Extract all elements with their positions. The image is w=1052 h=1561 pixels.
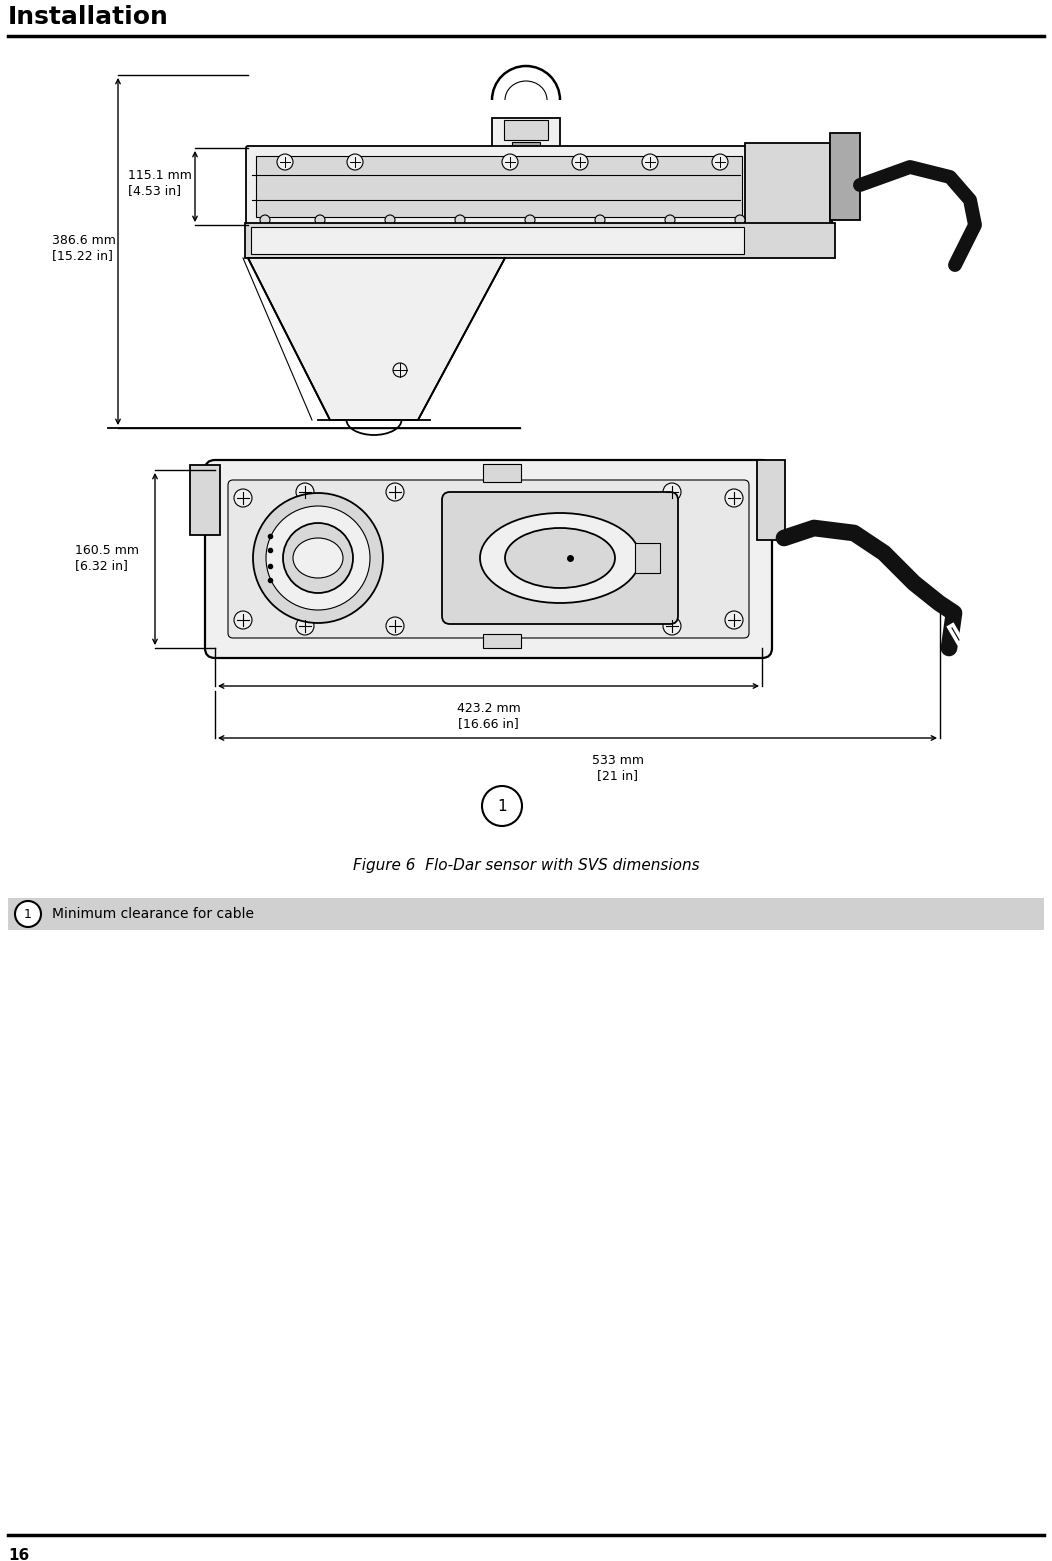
Circle shape xyxy=(456,215,465,225)
Circle shape xyxy=(665,215,675,225)
Text: Minimum clearance for cable: Minimum clearance for cable xyxy=(52,907,254,921)
Text: 115.1 mm
[4.53 in]: 115.1 mm [4.53 in] xyxy=(128,169,191,197)
Circle shape xyxy=(385,215,394,225)
Circle shape xyxy=(572,155,588,170)
Circle shape xyxy=(296,482,313,501)
Text: 16: 16 xyxy=(8,1549,29,1561)
Text: 160.5 mm
[6.32 in]: 160.5 mm [6.32 in] xyxy=(75,543,139,571)
Circle shape xyxy=(283,523,353,593)
Circle shape xyxy=(277,155,294,170)
Bar xyxy=(245,223,835,258)
Circle shape xyxy=(525,215,535,225)
Circle shape xyxy=(712,155,728,170)
Text: 533 mm
[21 in]: 533 mm [21 in] xyxy=(591,754,644,782)
Polygon shape xyxy=(248,258,505,420)
Text: Figure 6  Flo-Dar sensor with SVS dimensions: Figure 6 Flo-Dar sensor with SVS dimensi… xyxy=(352,859,700,873)
Circle shape xyxy=(393,364,407,378)
Circle shape xyxy=(15,901,41,927)
Circle shape xyxy=(234,489,252,507)
Ellipse shape xyxy=(480,514,640,603)
Circle shape xyxy=(315,215,325,225)
Circle shape xyxy=(735,215,745,225)
Circle shape xyxy=(482,787,522,826)
Circle shape xyxy=(234,610,252,629)
Circle shape xyxy=(595,215,605,225)
Bar xyxy=(483,634,521,648)
Bar xyxy=(757,460,785,540)
Ellipse shape xyxy=(294,539,343,578)
Circle shape xyxy=(266,506,370,610)
FancyBboxPatch shape xyxy=(442,492,677,624)
Bar xyxy=(830,133,859,220)
Circle shape xyxy=(386,482,404,501)
Bar xyxy=(251,226,744,254)
Text: Installation: Installation xyxy=(8,5,169,30)
Circle shape xyxy=(663,482,681,501)
FancyBboxPatch shape xyxy=(246,147,832,226)
Bar xyxy=(256,156,742,217)
Circle shape xyxy=(725,610,743,629)
Circle shape xyxy=(502,155,518,170)
Bar xyxy=(8,898,1044,930)
Circle shape xyxy=(725,489,743,507)
Bar xyxy=(512,142,540,151)
Circle shape xyxy=(386,617,404,635)
Bar xyxy=(504,120,548,140)
Circle shape xyxy=(642,155,658,170)
Ellipse shape xyxy=(505,528,615,588)
Bar xyxy=(190,465,220,535)
FancyBboxPatch shape xyxy=(205,460,772,659)
Text: 1: 1 xyxy=(24,907,32,921)
Circle shape xyxy=(296,617,313,635)
Circle shape xyxy=(260,215,270,225)
Text: 386.6 mm
[15.22 in]: 386.6 mm [15.22 in] xyxy=(52,234,116,262)
Circle shape xyxy=(663,617,681,635)
FancyBboxPatch shape xyxy=(228,479,749,638)
Text: 1: 1 xyxy=(498,799,507,813)
Bar xyxy=(483,464,521,482)
Bar xyxy=(745,144,830,229)
Circle shape xyxy=(347,155,363,170)
Text: 423.2 mm
[16.66 in]: 423.2 mm [16.66 in] xyxy=(457,702,521,731)
Circle shape xyxy=(252,493,383,623)
Bar xyxy=(635,543,660,573)
Bar xyxy=(492,119,560,148)
